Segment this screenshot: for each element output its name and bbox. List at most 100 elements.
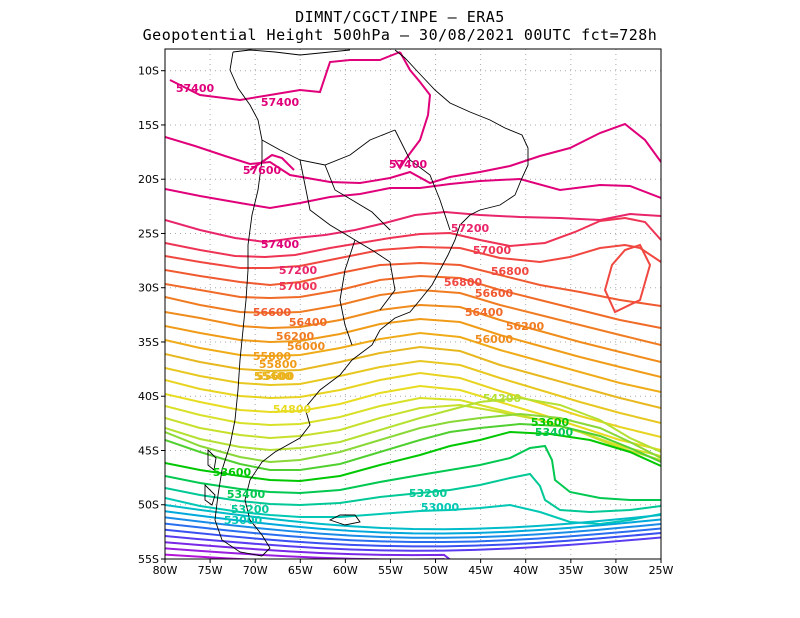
contour-label: 56600 (475, 287, 514, 300)
contour-line (165, 371, 661, 438)
contour-lines (165, 51, 661, 579)
coastline (232, 49, 351, 56)
lat-tick-label: 25S (138, 227, 159, 240)
contour-line (165, 412, 661, 464)
lon-tick-label: 65W (288, 564, 313, 577)
contour-label: 54800 (273, 403, 312, 416)
contour-label: 56600 (253, 306, 292, 319)
lon-tick-label: 60W (333, 564, 358, 577)
contour-line (165, 472, 661, 514)
contour-line (165, 516, 661, 539)
coastline (339, 239, 356, 346)
contour-line (165, 122, 661, 185)
contour-line (165, 504, 661, 531)
contour-line (165, 303, 661, 363)
contour-label: 57400 (176, 82, 215, 95)
contour-label: 57000 (473, 244, 512, 257)
contour-line (165, 317, 661, 378)
lon-tick-label: 30W (603, 564, 628, 577)
lon-tick-label: 40W (513, 564, 538, 577)
contour-label: 57200 (451, 222, 490, 235)
lat-tick-label: 15S (138, 119, 159, 132)
contour-line (165, 288, 661, 346)
contour-line (165, 535, 661, 552)
contour-label: 56400 (289, 316, 328, 329)
contour-label: 57400 (389, 158, 428, 171)
contour-line (165, 541, 451, 559)
lat-tick-label: 50S (138, 499, 159, 512)
contour-label: 57400 (261, 238, 300, 251)
contour-labels: 57400 57400 57400 57400 57600 57200 57200 57000… (176, 82, 574, 527)
contour-line (165, 553, 258, 559)
contour-line (165, 274, 661, 329)
map-title-line1: DIMNT/CGCT/INPE – ERA5 (295, 8, 505, 26)
contour-label: 56800 (444, 276, 483, 289)
graticule-grid (165, 49, 661, 559)
contour-label: 53200 (409, 487, 448, 500)
contour-label: 53400 (227, 488, 266, 501)
contour-label: 56200 (506, 320, 545, 333)
contour-label: 56000 (475, 333, 514, 346)
lon-tick-label: 25W (649, 564, 674, 577)
contour-line (165, 547, 446, 559)
contour-label: 56000 (287, 340, 326, 353)
contour-line (165, 359, 661, 424)
lat-tick-label: 30S (138, 282, 159, 295)
contour-label: 56200 (276, 330, 315, 343)
contour-line (165, 243, 661, 269)
contour-line (169, 51, 401, 102)
coastline (214, 51, 263, 557)
map-frame (164, 48, 662, 560)
lon-tick-label: 50W (423, 564, 448, 577)
closed-contour (603, 243, 652, 314)
lat-tick-label: 45S (138, 444, 159, 457)
contour-label: 57600 (243, 164, 282, 177)
lat-tick-label: 10S (138, 65, 159, 78)
contour-line (394, 51, 432, 170)
coastline (324, 164, 391, 231)
contour-line (165, 422, 661, 471)
contour-label: 56800 (491, 265, 530, 278)
contour-line (165, 261, 661, 307)
contour-label: 55800 (253, 350, 292, 363)
contour-label: 55800 (259, 358, 298, 371)
coastline (394, 129, 451, 231)
contour-line (165, 430, 661, 483)
contour-line (165, 444, 661, 501)
contour-label: 57200 (279, 264, 318, 277)
contour-label: 54200 (483, 392, 522, 405)
lat-tick-label: 35S (138, 336, 159, 349)
contour-label: 53400 (535, 426, 574, 439)
lon-tick-label: 75W (198, 564, 223, 577)
lon-tick-label: 55W (378, 564, 403, 577)
coastline-borders (204, 49, 529, 557)
contour-line (165, 210, 661, 244)
lon-tick-label: 70W (243, 564, 268, 577)
contour-line (249, 153, 295, 171)
lon-tick-label: 35W (558, 564, 583, 577)
contour-label: 56400 (465, 306, 504, 319)
coastline (244, 49, 529, 557)
contour-line (165, 384, 661, 451)
contour-line (165, 396, 661, 453)
contour-label: 53000 (224, 514, 263, 527)
contour-line (165, 528, 661, 548)
contour-line (165, 510, 661, 535)
contour-label: 53600 (213, 466, 252, 479)
contour-line (165, 522, 661, 544)
lon-tick-label: 80W (153, 564, 178, 577)
coastline (207, 448, 217, 471)
coastline (261, 129, 396, 166)
coastline (328, 514, 361, 526)
contour-label: 55600 (256, 370, 295, 383)
contour-label: 55400 (254, 370, 293, 383)
lon-tick-label: 45W (468, 564, 493, 577)
contour-line (165, 216, 661, 259)
contour-label: 53600 (531, 416, 570, 429)
contour-label: 53200 (231, 503, 270, 516)
contour-label: 53000 (421, 501, 460, 514)
contour-label: 57000 (279, 280, 318, 293)
contour-line (165, 177, 661, 210)
lat-tick-label: 20S (138, 173, 159, 186)
contour-line (165, 561, 661, 579)
